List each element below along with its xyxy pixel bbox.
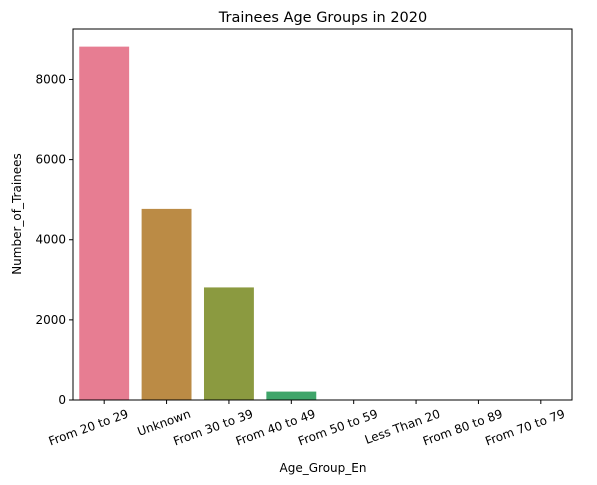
y-tick-label-3: 6000 [35, 153, 66, 167]
bar-2 [203, 287, 254, 400]
chart-title: Trainees Age Groups in 2020 [218, 10, 428, 26]
y-tick-label-4: 8000 [35, 72, 66, 86]
x-tick-label-0: From 20 to 29 [47, 407, 131, 449]
y-axis-label: Number_of_Trainees [10, 153, 24, 275]
x-axis-label: Age_Group_En [280, 461, 367, 475]
bars-group [79, 46, 566, 400]
y-tick-label-0: 0 [58, 393, 66, 407]
bar-3 [266, 391, 317, 400]
plot-frame [72, 28, 573, 401]
y-tick-label-2: 4000 [35, 233, 66, 247]
bar-0 [79, 46, 130, 400]
y-tick-label-1: 2000 [35, 313, 66, 327]
y-axis: 0 2000 4000 6000 8000 [35, 72, 73, 407]
bar-1 [141, 208, 192, 400]
